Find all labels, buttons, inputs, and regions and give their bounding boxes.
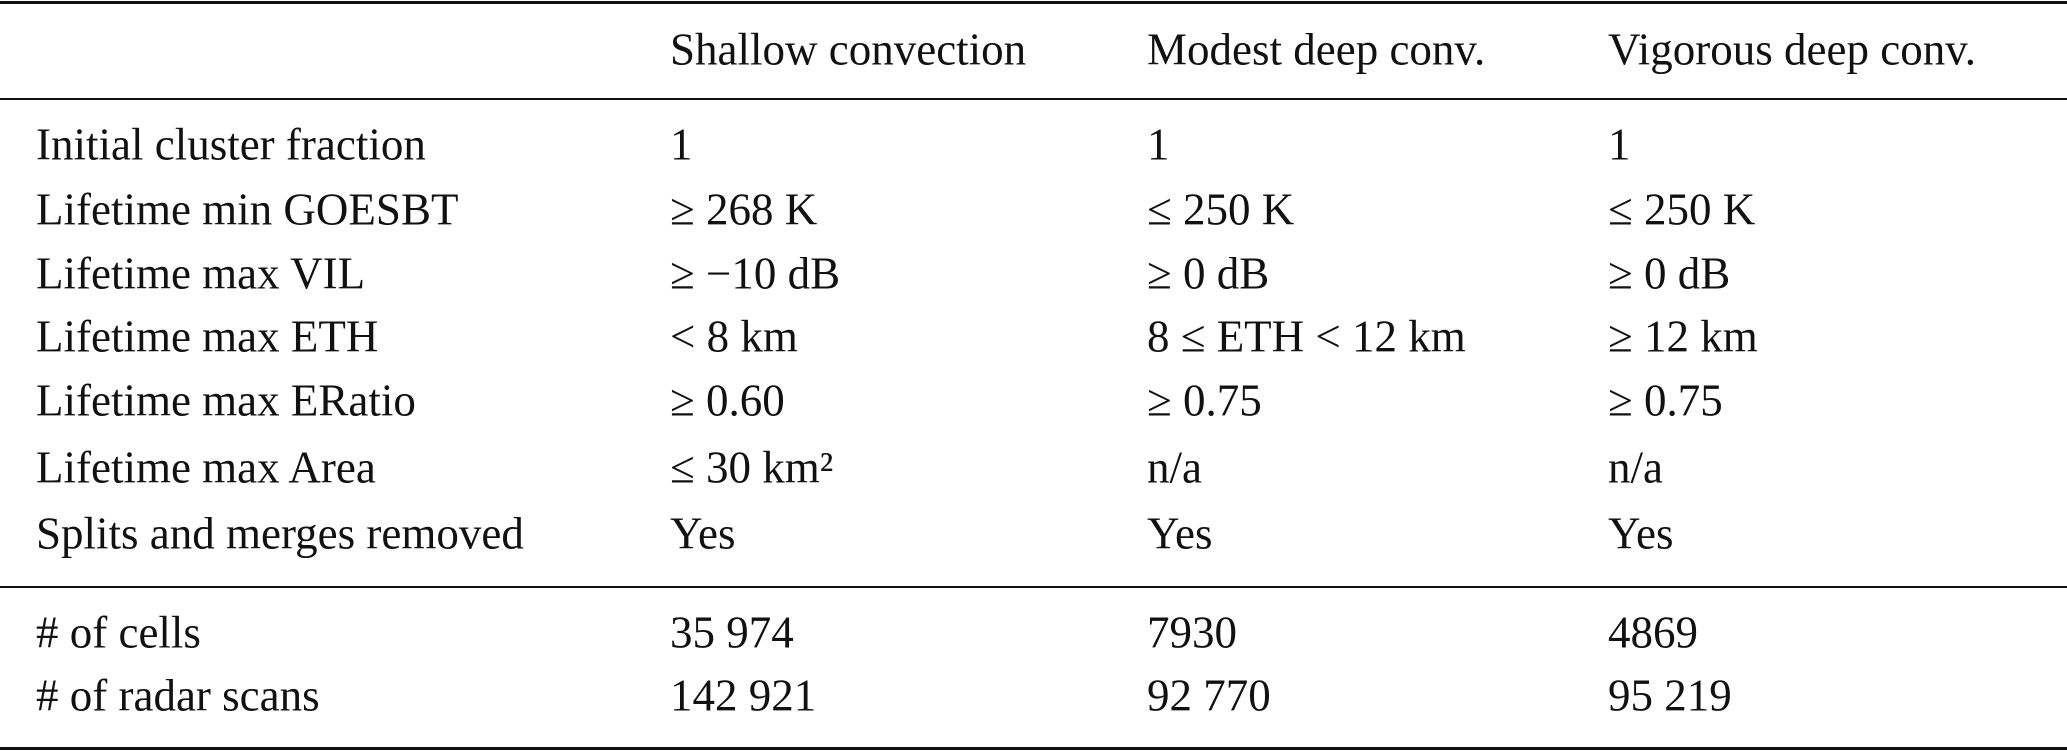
table-cell: 35 974 <box>670 607 794 658</box>
table-cell: 8 ≤ ETH < 12 km <box>1147 311 1466 362</box>
row-label: Lifetime max VIL <box>36 248 366 299</box>
row-label: Lifetime max Area <box>36 442 376 493</box>
table-cell: Yes <box>1147 508 1213 559</box>
table-cell: ≥ 0.75 <box>1608 375 1723 426</box>
row-label: Splits and merges removed <box>36 508 524 559</box>
column-header: Modest deep conv. <box>1147 24 1486 75</box>
table-cell: ≥ 0.75 <box>1147 375 1262 426</box>
table-cell: ≥ −10 dB <box>670 248 841 299</box>
table-cell: < 8 km <box>670 311 798 362</box>
bottom-rule <box>0 747 2067 750</box>
column-header: Vigorous deep conv. <box>1608 24 1977 75</box>
table-cell: n/a <box>1608 442 1663 493</box>
table-cell: 1 <box>1608 119 1631 170</box>
table-cell: ≤ 30 km² <box>670 442 834 493</box>
table-cell: ≥ 0 dB <box>1608 248 1731 299</box>
row-label: Lifetime max ETH <box>36 311 379 362</box>
table-cell: 95 219 <box>1608 670 1732 721</box>
table-cell: 92 770 <box>1147 670 1271 721</box>
row-label: Lifetime max ERatio <box>36 375 416 426</box>
top-rule <box>0 1 2067 4</box>
table-cell: Yes <box>1608 508 1674 559</box>
table-cell: Yes <box>670 508 736 559</box>
mid-rule <box>0 586 2067 588</box>
table-cell: ≥ 0.60 <box>670 375 785 426</box>
table-cell: ≤ 250 K <box>1608 184 1756 235</box>
table-cell: ≥ 268 K <box>670 184 818 235</box>
table-cell: n/a <box>1147 442 1202 493</box>
row-label: Lifetime min GOESBT <box>36 184 459 235</box>
table-cell: 142 921 <box>670 670 817 721</box>
table-cell: 4869 <box>1608 607 1698 658</box>
header-rule <box>0 98 2067 100</box>
table-cell: 7930 <box>1147 607 1237 658</box>
row-label: # of cells <box>36 607 201 658</box>
table-cell: 1 <box>1147 119 1170 170</box>
row-label: # of radar scans <box>36 670 320 721</box>
table-cell: 1 <box>670 119 693 170</box>
table-cell: ≥ 0 dB <box>1147 248 1270 299</box>
column-header: Shallow convection <box>670 24 1027 75</box>
table-cell: ≥ 12 km <box>1608 311 1758 362</box>
table-cell: ≤ 250 K <box>1147 184 1295 235</box>
row-label: Initial cluster fraction <box>36 119 426 170</box>
